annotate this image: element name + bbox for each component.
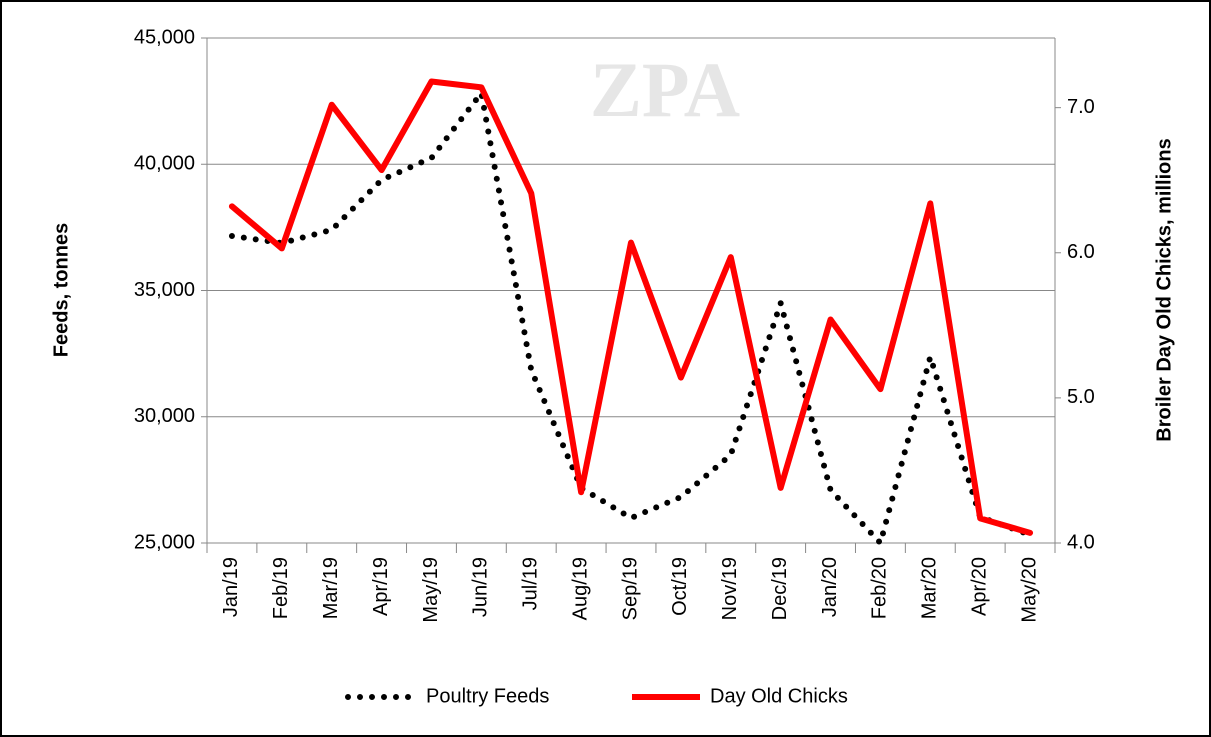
y2-tick-label: 5.0 xyxy=(1067,386,1095,408)
y-tick-label: 35,000 xyxy=(134,279,195,301)
x-tick-label: Oct/19 xyxy=(669,557,691,616)
y-tick-label: 45,000 xyxy=(134,26,195,48)
x-tick-label: Jul/19 xyxy=(520,557,542,610)
x-tick-label: Apr/19 xyxy=(370,557,392,616)
y-tick-label: 30,000 xyxy=(134,405,195,427)
y2-tick-label: 4.0 xyxy=(1067,531,1095,553)
x-tick-label: Nov/19 xyxy=(719,557,741,620)
x-tick-label: Jun/19 xyxy=(470,557,492,617)
legend-label: Poultry Feeds xyxy=(426,685,549,707)
x-tick-label: Sep/19 xyxy=(619,557,641,620)
x-tick-label: May/19 xyxy=(420,557,442,623)
y2-axis-title: Broiler Day Old Chicks, millions xyxy=(1153,138,1175,441)
x-tick-label: Aug/19 xyxy=(569,557,591,620)
x-tick-label: Jan/20 xyxy=(819,557,841,617)
x-tick-label: Mar/19 xyxy=(320,557,342,619)
x-tick-label: May/20 xyxy=(1018,557,1040,623)
watermark: ZPA xyxy=(590,46,740,133)
y2-tick-label: 7.0 xyxy=(1067,96,1095,118)
legend-label: Day Old Chicks xyxy=(710,685,848,707)
y2-tick-label: 6.0 xyxy=(1067,241,1095,263)
x-tick-label: Feb/19 xyxy=(270,557,292,619)
x-tick-label: Mar/20 xyxy=(919,557,941,619)
y-tick-label: 40,000 xyxy=(134,153,195,175)
y-axis-title: Feeds, tonnes xyxy=(50,223,72,357)
x-tick-label: Jan/19 xyxy=(220,557,242,617)
x-tick-label: Feb/20 xyxy=(869,557,891,619)
x-tick-label: Apr/20 xyxy=(968,557,990,616)
chart: ZPA Feeds, tonnes Broiler Day Old Chicks… xyxy=(0,0,1211,737)
y-tick-label: 25,000 xyxy=(134,531,195,553)
x-tick-label: Dec/19 xyxy=(769,557,791,620)
